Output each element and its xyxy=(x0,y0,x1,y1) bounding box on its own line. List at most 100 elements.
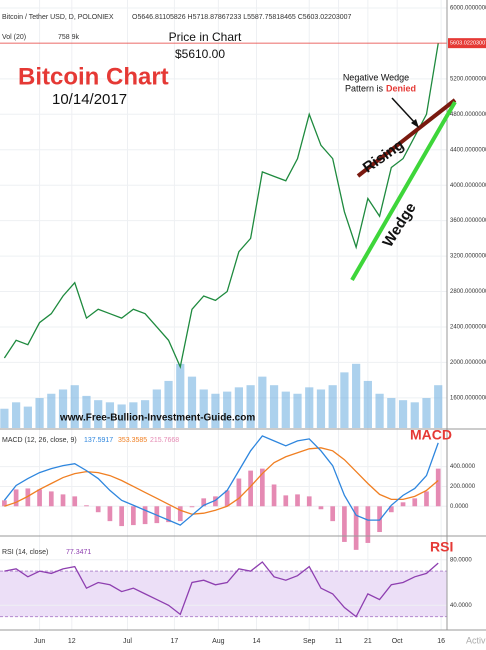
volume-bar xyxy=(187,376,197,428)
macd-histogram-bar xyxy=(318,506,324,510)
y-tick-label: 6000.00000000 xyxy=(450,6,486,12)
x-tick-label: Jun xyxy=(34,638,45,645)
y-tick-label: 80.0000 xyxy=(450,557,472,563)
volume-bar xyxy=(12,402,21,428)
x-tick-label: 16 xyxy=(437,638,445,645)
volume-bar xyxy=(246,385,255,428)
rsi-band xyxy=(0,571,447,617)
volume-bar xyxy=(129,402,138,428)
x-tick-label: 12 xyxy=(68,638,76,645)
activ: Activ xyxy=(466,635,486,645)
volume-bar xyxy=(434,385,443,428)
macd-name: MACD (12, 26, close, 9) xyxy=(2,437,77,444)
volume-bar xyxy=(340,372,349,428)
macd-histogram-bar xyxy=(119,506,124,527)
x-tick-label: 14 xyxy=(253,638,261,645)
volume-bar xyxy=(176,363,185,428)
macd-histogram-bar xyxy=(306,496,312,507)
series-line xyxy=(3,43,439,369)
price-value: $5610.00 xyxy=(175,47,225,61)
x-tick-label: 17 xyxy=(171,638,179,645)
watermark: www.Free-Bullion-Investment-Guide.com xyxy=(59,413,255,424)
volume-bar xyxy=(422,398,431,428)
last-price-label: 5603.02203007 xyxy=(450,41,486,47)
grid xyxy=(0,0,447,630)
volume-bar xyxy=(305,387,314,428)
macd-histogram-bar xyxy=(48,491,54,507)
macd-histogram-bar xyxy=(435,468,441,507)
macd-histogram-bar xyxy=(13,489,19,507)
rsi-label: RSI xyxy=(430,539,453,555)
volume-bar xyxy=(82,395,91,428)
macd-histogram-bar xyxy=(248,470,253,507)
macd-histogram-bar xyxy=(424,491,429,507)
macd-histogram-bar xyxy=(107,506,113,522)
rsi-name: RSI (14, close) xyxy=(2,549,48,556)
macd-histogram-bar xyxy=(330,506,336,522)
macd-histogram-bar xyxy=(259,468,265,507)
x-tick-label: Jul xyxy=(123,638,132,645)
macd-histogram-bar xyxy=(295,494,300,507)
macd-histogram-bar xyxy=(72,496,78,507)
macd-histogram-bar xyxy=(412,498,418,507)
macd-histogram-bar xyxy=(201,498,207,507)
volume-bar xyxy=(211,393,220,428)
volume-bar xyxy=(35,398,44,428)
macd-histogram-bar xyxy=(2,500,7,507)
volume-bar xyxy=(117,404,126,428)
volume-bar xyxy=(352,363,361,428)
y-tick-label: 3600.00000000 xyxy=(450,218,486,224)
x-tick-label: 11 xyxy=(335,638,342,645)
macd-histogram-bar xyxy=(353,506,359,550)
macd-readout: 215.7668 xyxy=(150,437,179,444)
macd-histogram-bar xyxy=(37,489,42,507)
volume-bar xyxy=(293,393,302,428)
volume-bar xyxy=(328,385,337,428)
volume-bar xyxy=(281,391,290,428)
date: 10/14/2017 xyxy=(52,91,127,108)
volume-bar xyxy=(234,387,243,428)
marks xyxy=(0,42,447,618)
y-tick-label: 400.0000 xyxy=(450,464,476,470)
wedge-lower xyxy=(350,100,457,282)
volume-bar xyxy=(223,391,232,428)
macd-histogram-bar xyxy=(400,502,406,507)
volume-bar xyxy=(199,389,208,428)
volume-bar xyxy=(47,393,56,428)
macd-histogram-bar xyxy=(236,478,242,507)
volume-bar xyxy=(94,400,103,428)
volume-bar xyxy=(105,402,115,428)
series-line xyxy=(4,447,439,515)
y-tick-label: 4400.00000000 xyxy=(450,147,486,153)
last-price-box xyxy=(448,38,486,49)
y-tick-label: 2800.00000000 xyxy=(450,289,486,295)
x-tick-label: Sep xyxy=(303,638,316,645)
macd-histogram-bar xyxy=(213,496,218,507)
wedge-note: Pattern is xyxy=(345,83,384,93)
y-tick-label: 5200.00000000 xyxy=(450,76,486,82)
y-tick-label: 2400.00000000 xyxy=(450,325,486,331)
macd-histogram-bar xyxy=(60,494,66,507)
y-tick-label: 40.0000 xyxy=(450,603,472,609)
macd-histogram-bar xyxy=(342,506,347,542)
big-title: Bitcoin Chart xyxy=(18,63,169,90)
vol-label: Vol (20) xyxy=(2,34,26,41)
macd-histogram-bar xyxy=(271,484,277,507)
volume-bar xyxy=(375,393,384,428)
series-line xyxy=(3,435,439,526)
y-tick-label: 2000.00000000 xyxy=(450,360,486,366)
y-tick-label: 200.0000 xyxy=(450,484,476,490)
volume-bar xyxy=(410,402,419,428)
volume-bar xyxy=(398,400,408,428)
wedge-upper xyxy=(356,98,457,178)
macd-readout: 353.3585 xyxy=(118,437,147,444)
volume-bar xyxy=(164,380,173,428)
macd-histogram-bar xyxy=(365,506,371,543)
vol-values: 758 9k xyxy=(58,34,80,41)
x-tick-label: 21 xyxy=(364,638,372,645)
y-tick-label: 0.0000 xyxy=(450,504,469,510)
arrow-head xyxy=(411,119,419,128)
y-tick-label: 4000.00000000 xyxy=(450,183,486,189)
volume-bar xyxy=(363,380,372,428)
macd-histogram-bar xyxy=(25,488,31,507)
